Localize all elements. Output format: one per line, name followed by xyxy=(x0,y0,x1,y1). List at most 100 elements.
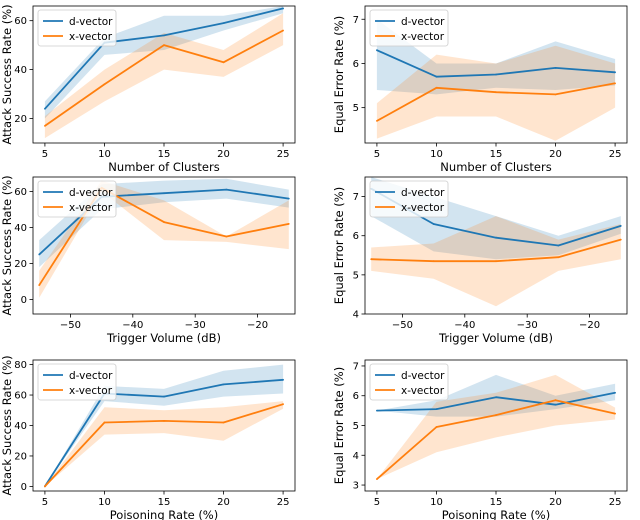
band-d_vector xyxy=(376,374,616,417)
y-tick-label: 40 xyxy=(14,223,27,234)
legend-label-d_vector: d-vector xyxy=(69,16,113,28)
data-point-d_vector xyxy=(222,383,225,386)
x-tick-label: 10 xyxy=(98,149,111,160)
x-tick-label: 20 xyxy=(549,149,562,160)
chart-panel-eer-trigger-volume: −50 −40 −30 −20 4 5 6 7 Trigger Volume (dB) Equal… xyxy=(332,176,628,345)
x-tick-label: 25 xyxy=(609,497,622,508)
band-d_vector xyxy=(376,19,616,95)
x-tick-label: 10 xyxy=(98,497,111,508)
legend: d-vector x-vector xyxy=(369,363,449,401)
chart-panel-asr-trigger-volume: −50 −40 −30 −20 0 20 40 60 Trigger Volume (dB) At… xyxy=(0,175,296,345)
x-axis-label: Poisoning Rate (%) xyxy=(110,508,218,520)
x-tick-label: 5 xyxy=(42,497,48,508)
chart-panel-asr-poisoning-rate: 5 10 15 20 25 0 20 40 60 80 Poisoning Rate (%) Atta… xyxy=(0,355,296,520)
plot-area xyxy=(44,6,284,139)
legend-box xyxy=(37,9,117,47)
data-point-x_vector xyxy=(103,421,106,424)
data-point-d_vector xyxy=(376,49,378,52)
data-point-d_vector xyxy=(282,7,284,10)
data-point-d_vector xyxy=(44,107,46,110)
legend-label-d_vector: d-vector xyxy=(401,16,445,28)
data-point-d_vector xyxy=(163,34,165,37)
data-point-d_vector xyxy=(554,403,557,406)
data-point-d_vector xyxy=(38,253,41,256)
x-tick-label: 10 xyxy=(430,149,443,160)
data-point-d_vector xyxy=(614,71,616,74)
x-axis-label: Trigger Volume (dB) xyxy=(106,331,221,345)
data-point-d_vector xyxy=(495,236,497,239)
x-axis-label: Number of Clusters xyxy=(440,160,551,174)
legend: d-vector x-vector xyxy=(37,9,117,47)
x-tick-label: 5 xyxy=(374,149,380,160)
x-tick-label: 20 xyxy=(217,497,230,508)
data-point-x_vector xyxy=(225,235,228,238)
y-tick-label: 5 xyxy=(353,103,359,114)
x-tick-label: −20 xyxy=(247,320,268,331)
legend-box xyxy=(37,363,117,401)
legend-label-x_vector: x-vector xyxy=(69,202,113,214)
chart-panel-eer-poisoning-rate: 5 10 15 20 25 3 4 5 6 7 Poisoning Rate (%) Equal Er… xyxy=(332,359,628,520)
data-point-d_vector xyxy=(495,396,497,399)
data-point-d_vector xyxy=(376,409,378,412)
y-tick-label: 0 xyxy=(21,482,27,493)
data-point-x_vector xyxy=(435,86,438,89)
x-tick-label: −20 xyxy=(579,320,600,331)
data-point-x_vector xyxy=(614,82,616,85)
data-point-x_vector xyxy=(287,222,290,225)
data-point-d_vector xyxy=(495,73,497,76)
y-tick-label: 60 xyxy=(14,187,27,198)
x-tick-label: −30 xyxy=(517,320,538,331)
data-point-x_vector xyxy=(38,284,41,287)
data-point-x_vector xyxy=(557,256,560,259)
data-point-d_vector xyxy=(619,225,622,227)
y-tick-label: 60 xyxy=(14,391,27,402)
y-tick-label: 6 xyxy=(353,59,359,70)
band-d_vector xyxy=(44,6,284,119)
legend: d-vector x-vector xyxy=(369,180,449,218)
legend-box xyxy=(37,180,117,218)
x-tick-label: −40 xyxy=(454,320,475,331)
data-point-x_vector xyxy=(163,221,165,223)
legend-label-d_vector: d-vector xyxy=(69,187,113,199)
y-axis-label: Attack Success Rate (%) xyxy=(0,4,14,144)
y-axis-label: Equal Error Rate (%) xyxy=(332,16,346,133)
x-tick-label: 25 xyxy=(609,149,622,160)
legend-label-x_vector: x-vector xyxy=(401,385,445,397)
y-tick-label: 3 xyxy=(353,481,359,492)
band-x_vector xyxy=(44,401,284,487)
legend-label-d_vector: d-vector xyxy=(401,370,445,382)
y-tick-label: 60 xyxy=(14,16,27,27)
x-tick-label: 15 xyxy=(490,149,503,160)
legend-label-x_vector: x-vector xyxy=(401,202,445,214)
legend-label-x_vector: x-vector xyxy=(69,385,113,397)
legend-box xyxy=(369,180,449,218)
x-tick-label: 5 xyxy=(374,497,380,508)
data-point-x_vector xyxy=(495,91,497,94)
data-point-x_vector xyxy=(44,485,46,488)
data-point-x_vector xyxy=(554,399,557,402)
data-point-x_vector xyxy=(103,83,106,86)
data-point-d_vector xyxy=(554,66,557,69)
data-point-x_vector xyxy=(432,260,435,263)
x-tick-label: 20 xyxy=(217,149,230,160)
data-point-x_vector xyxy=(376,478,378,480)
data-point-x_vector xyxy=(495,414,497,416)
data-point-x_vector xyxy=(619,238,622,241)
data-point-d_vector xyxy=(225,188,228,191)
x-axis-label: Number of Clusters xyxy=(108,160,219,174)
y-axis-label: Equal Error Rate (%) xyxy=(332,367,346,484)
x-axis-label: Poisoning Rate (%) xyxy=(442,508,550,520)
y-tick-label: 40 xyxy=(14,65,27,76)
y-tick-label: 4 xyxy=(353,310,359,321)
data-point-d_vector xyxy=(435,408,438,411)
data-point-x_vector xyxy=(614,412,616,415)
y-tick-label: 40 xyxy=(14,421,27,432)
x-tick-label: 15 xyxy=(490,497,503,508)
y-tick-label: 20 xyxy=(14,451,27,462)
data-point-d_vector xyxy=(222,22,225,25)
y-tick-label: 7 xyxy=(353,15,359,26)
data-point-x_vector xyxy=(282,403,284,406)
x-tick-label: −30 xyxy=(185,320,206,331)
x-tick-label: −50 xyxy=(60,320,81,331)
x-tick-label: 25 xyxy=(277,149,290,160)
